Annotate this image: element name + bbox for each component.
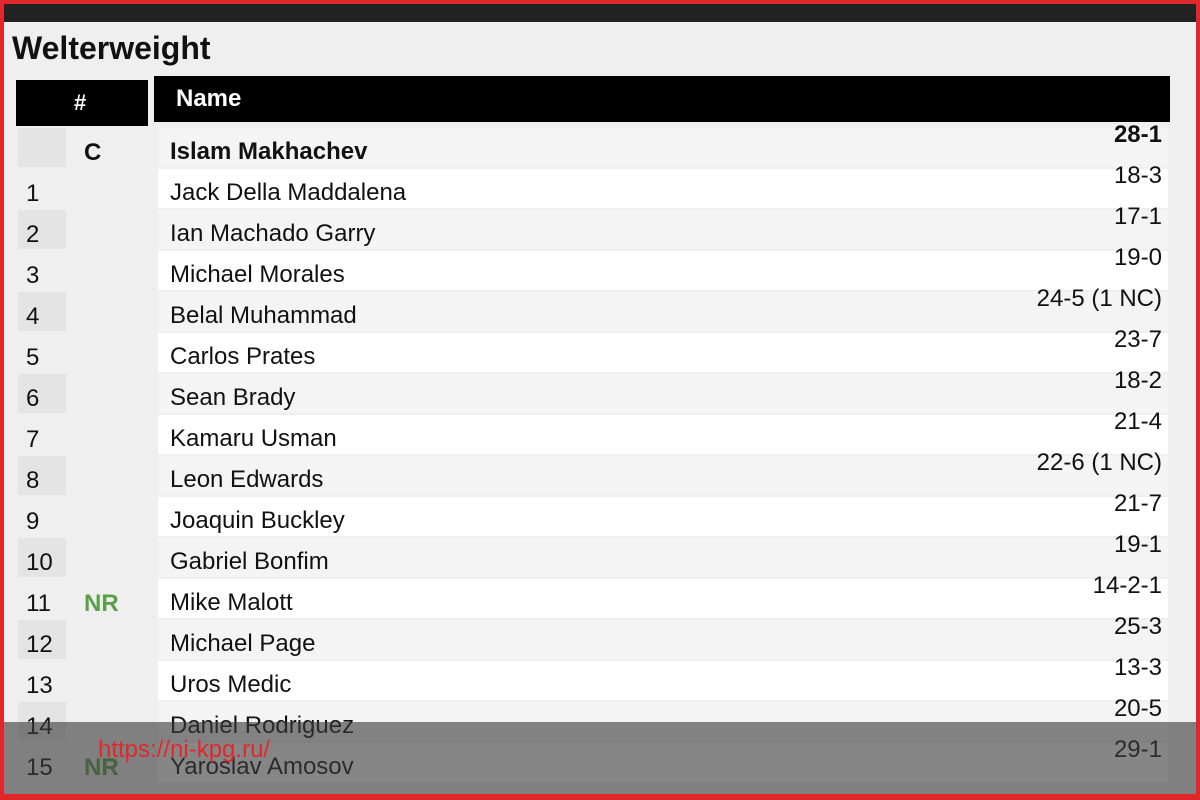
- table-header: # Name: [16, 76, 1170, 126]
- table-row[interactable]: 8 Leon Edwards 22-6 (1 NC): [18, 449, 1168, 497]
- fighter-record: 28-1: [1113, 121, 1162, 148]
- table-row[interactable]: 2 Ian Machado Garry 17-1: [18, 203, 1168, 251]
- table-row[interactable]: 5 Carlos Prates 23-7: [18, 326, 1168, 374]
- rank-cell: 11: [26, 590, 51, 617]
- table-row[interactable]: 4 Belal Muhammad 24-5 (1 NC): [18, 285, 1168, 333]
- rank-cell: 6: [18, 374, 66, 413]
- fighter-name[interactable]: Kamaru Usman 21-4: [158, 408, 1168, 454]
- fighter-record: 24-5 (1 NC): [1036, 285, 1162, 312]
- fighter-record: 13-3: [1113, 654, 1162, 681]
- champion-marker: [66, 333, 152, 372]
- rank-cell: 3: [26, 262, 40, 289]
- champion-marker: [66, 169, 152, 208]
- rank-cell: 10: [18, 538, 66, 577]
- bottom-red-band: [0, 794, 1200, 800]
- fighter-name-text[interactable]: Islam Makhachev: [170, 138, 368, 165]
- table-row[interactable]: C Islam Makhachev 28-1: [18, 121, 1168, 169]
- fighter-name[interactable]: Michael Morales 19-0: [158, 244, 1168, 290]
- fighter-record: 19-0: [1113, 244, 1162, 271]
- champion-marker: [66, 292, 152, 331]
- table-row[interactable]: 7 Kamaru Usman 21-4: [18, 408, 1168, 456]
- fighter-name[interactable]: Mike Malott 14-2-1: [158, 572, 1168, 618]
- fighter-record: 21-4: [1113, 408, 1162, 435]
- fighter-name[interactable]: Michael Page 25-3: [158, 613, 1168, 659]
- fighter-name-text[interactable]: Sean Brady: [170, 384, 296, 411]
- champion-marker: [66, 415, 152, 454]
- fighter-name-text[interactable]: Kamaru Usman: [170, 425, 337, 452]
- fighter-record: 19-1: [1113, 531, 1162, 558]
- rankings-table-body: C Islam Makhachev 28-1 1 Jack Della Maddalen…: [18, 121, 1168, 784]
- bottom-overlay: [0, 722, 1200, 794]
- fighter-record: 18-3: [1113, 162, 1162, 189]
- fighter-name-text[interactable]: Joaquin Buckley: [170, 507, 345, 534]
- rank-cell: 9: [26, 508, 40, 535]
- fighter-name[interactable]: Gabriel Bonfim 19-1: [158, 531, 1168, 577]
- top-dark-band: [0, 0, 1200, 22]
- champion-marker: [66, 538, 152, 577]
- fighter-record: 23-7: [1113, 326, 1162, 353]
- table-row[interactable]: 9 Joaquin Buckley 21-7: [18, 490, 1168, 538]
- fighter-name-text[interactable]: Jack Della Maddalena: [170, 179, 407, 206]
- fighter-name-text[interactable]: Belal Muhammad: [170, 302, 357, 329]
- name-column-header[interactable]: Name: [154, 76, 1170, 122]
- table-row[interactable]: 10 Gabriel Bonfim 19-1: [18, 531, 1168, 579]
- fighter-name-text[interactable]: Michael Page: [170, 630, 316, 657]
- not-ranked-badge: NR: [84, 590, 119, 617]
- fighter-name[interactable]: Joaquin Buckley 21-7: [158, 490, 1168, 536]
- table-row[interactable]: 11 NR Mike Malott 14-2-1: [18, 572, 1168, 620]
- rank-cell: 1: [26, 180, 40, 207]
- fighter-name[interactable]: Ian Machado Garry 17-1: [158, 203, 1168, 249]
- table-row[interactable]: 3 Michael Morales 19-0: [18, 244, 1168, 292]
- fighter-record: 21-7: [1113, 490, 1162, 517]
- fighter-name[interactable]: Sean Brady 18-2: [158, 367, 1168, 413]
- rank-cell: [18, 128, 66, 167]
- rank-cell: 7: [26, 426, 40, 453]
- champion-marker: [66, 374, 152, 413]
- fighter-name[interactable]: Leon Edwards 22-6 (1 NC): [158, 449, 1168, 495]
- fighter-name[interactable]: Islam Makhachev 28-1: [158, 121, 1168, 167]
- rank-cell: 4: [18, 292, 66, 331]
- fighter-name-text[interactable]: Mike Malott: [170, 589, 293, 616]
- table-row[interactable]: 6 Sean Brady 18-2: [18, 367, 1168, 415]
- rank-cell: 5: [26, 344, 40, 371]
- table-row[interactable]: 13 Uros Medic 13-3: [18, 654, 1168, 702]
- fighter-name-text[interactable]: Michael Morales: [170, 261, 345, 288]
- champion-marker: [66, 251, 152, 290]
- rankings-page: Welterweight # Name C Islam Makhachev 28-1…: [4, 22, 1196, 800]
- champion-marker: [66, 497, 152, 536]
- watermark-link[interactable]: https://ni-kpg.ru/: [98, 736, 271, 763]
- fighter-name[interactable]: Uros Medic 13-3: [158, 654, 1168, 700]
- fighter-name[interactable]: Jack Della Maddalena 18-3: [158, 162, 1168, 208]
- fighter-record: 20-5: [1113, 695, 1162, 722]
- fighter-name-text[interactable]: Leon Edwards: [170, 466, 324, 493]
- rank-cell: 2: [18, 210, 66, 249]
- champion-marker: [66, 661, 152, 700]
- table-row[interactable]: 12 Michael Page 25-3: [18, 613, 1168, 661]
- fighter-record: 17-1: [1113, 203, 1162, 230]
- fighter-name-text[interactable]: Ian Machado Garry: [170, 220, 376, 247]
- fighter-record: 18-2: [1113, 367, 1162, 394]
- rank-cell: 13: [26, 672, 53, 699]
- rank-cell: 12: [18, 620, 66, 659]
- fighter-name[interactable]: Belal Muhammad 24-5 (1 NC): [158, 285, 1168, 331]
- champion-marker: [66, 620, 152, 659]
- fighter-name[interactable]: Carlos Prates 23-7: [158, 326, 1168, 372]
- fighter-name-text[interactable]: Carlos Prates: [170, 343, 316, 370]
- fighter-name-text[interactable]: Uros Medic: [170, 671, 292, 698]
- fighter-record: 22-6 (1 NC): [1036, 449, 1162, 476]
- champion-marker: [66, 456, 152, 495]
- fighter-name-text[interactable]: Gabriel Bonfim: [170, 548, 329, 575]
- division-title: Welterweight: [12, 30, 211, 66]
- fighter-record: 25-3: [1113, 613, 1162, 640]
- rank-cell: 8: [18, 456, 66, 495]
- rank-column-header[interactable]: #: [16, 80, 148, 126]
- table-row[interactable]: 1 Jack Della Maddalena 18-3: [18, 162, 1168, 210]
- champion-marker: C: [84, 139, 102, 166]
- fighter-record: 14-2-1: [1092, 572, 1162, 599]
- champion-marker: [66, 210, 152, 249]
